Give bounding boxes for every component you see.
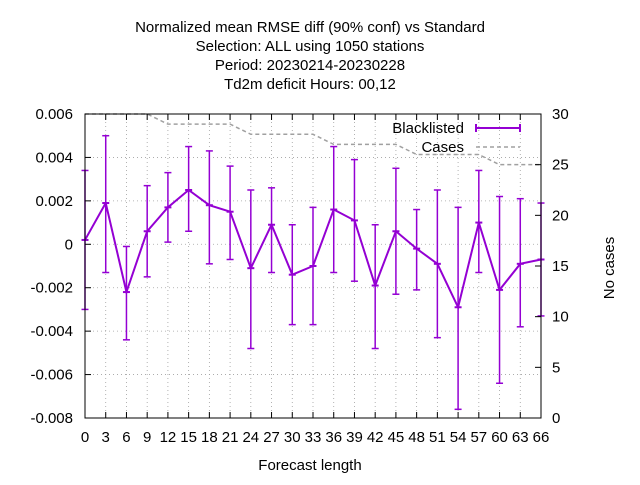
legend-label-cases: Cases (421, 139, 464, 156)
x-tick-label: 57 (470, 429, 487, 446)
y-tick-label: -0.006 (30, 367, 73, 384)
chart-title: Normalized mean RMSE diff (90% conf) vs … (135, 19, 485, 93)
y-tick-label: 0.004 (35, 149, 73, 166)
y2-tick-label: 30 (552, 106, 569, 123)
x-tick-label: 66 (533, 429, 550, 446)
y2-axis-label: No cases (601, 237, 618, 300)
x-axis-tick-labels: 0 3 6 9 12 15 18 21 24 27 30 33 36 39 42 45 48 51 54 57 60 63… (81, 429, 550, 446)
x-tick-label: 27 (263, 429, 280, 446)
blacklisted-series (81, 188, 545, 311)
x-tick-label: 36 (325, 429, 342, 446)
x-tick-label: 21 (222, 429, 239, 446)
x-tick-label: 15 (180, 429, 197, 446)
cases-series (85, 113, 541, 166)
y-tick-label: -0.008 (30, 410, 73, 427)
y2-tick-label: 25 (552, 157, 569, 174)
x-tick-label: 6 (122, 429, 130, 446)
y-tick-label: -0.004 (30, 323, 73, 340)
y-tick-label: 0.006 (35, 106, 73, 123)
y-tick-label: -0.002 (30, 280, 73, 297)
y-tick-label: 0.002 (35, 193, 73, 210)
x-tick-label: 51 (429, 429, 446, 446)
x-tick-label: 45 (388, 429, 405, 446)
x-tick-label: 42 (367, 429, 384, 446)
x-tick-label: 0 (81, 429, 89, 446)
y2-tick-label: 0 (552, 410, 560, 427)
x-tick-label: 3 (102, 429, 110, 446)
y2-tick-label: 5 (552, 359, 560, 376)
x-tick-label: 54 (450, 429, 467, 446)
x-tick-label: 60 (491, 429, 508, 446)
y-tick-label: 0 (65, 236, 73, 253)
x-tick-label: 63 (512, 429, 529, 446)
x-tick-label: 9 (143, 429, 151, 446)
chart-title-line-1: Normalized mean RMSE diff (90% conf) vs … (135, 19, 485, 36)
y2-tick-label: 10 (552, 309, 569, 326)
y2-tick-label: 20 (552, 207, 569, 224)
axis-ticks (84, 113, 542, 419)
y2-tick-label: 15 (552, 258, 569, 275)
x-tick-label: 24 (242, 429, 259, 446)
y2-axis-tick-labels: 30 25 20 15 10 5 0 (552, 106, 569, 427)
chart-title-line-4: Td2m deficit Hours: 00,12 (224, 76, 396, 93)
x-tick-label: 33 (305, 429, 322, 446)
chart-title-line-2: Selection: ALL using 1050 stations (196, 38, 425, 55)
x-tick-label: 30 (284, 429, 301, 446)
x-tick-label: 18 (201, 429, 218, 446)
x-tick-label: 39 (346, 429, 363, 446)
y-axis-tick-labels: 0.006 0.004 0.002 0 -0.002 -0.004 -0.006 -0.008 (30, 106, 73, 427)
legend: Blacklisted Cases (392, 120, 521, 156)
x-tick-label: 12 (160, 429, 177, 446)
x-tick-label: 48 (408, 429, 425, 446)
chart-title-line-3: Period: 20230214-20230228 (215, 57, 405, 74)
x-axis-label: Forecast length (258, 457, 361, 474)
cases-line (85, 113, 541, 166)
legend-label-blacklisted: Blacklisted (392, 120, 464, 137)
